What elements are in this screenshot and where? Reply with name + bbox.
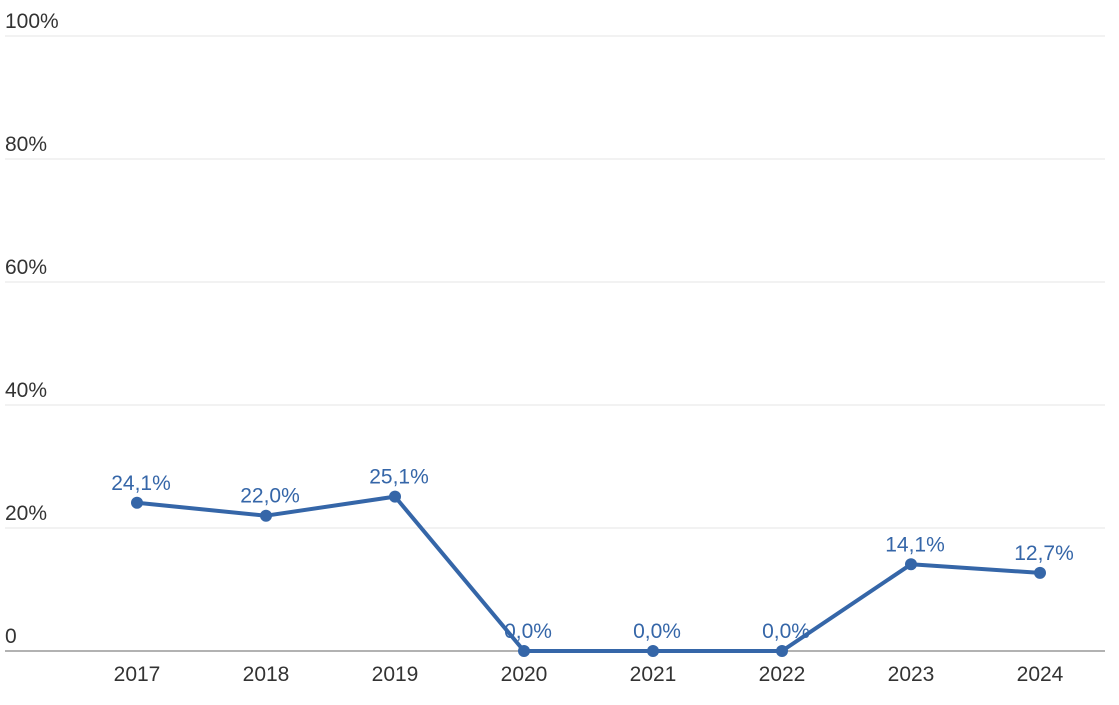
data-label: 24,1% bbox=[111, 472, 171, 495]
y-tick-label: 20% bbox=[5, 502, 47, 525]
data-label: 25,1% bbox=[369, 466, 429, 489]
x-axis-ticks: 2017 2018 2019 2020 2021 2022 2023 2024 bbox=[114, 663, 1064, 686]
x-tick-label: 2024 bbox=[1017, 663, 1064, 686]
data-label: 0,0% bbox=[762, 620, 810, 643]
y-tick-label: 40% bbox=[5, 379, 47, 402]
data-point bbox=[905, 558, 917, 571]
data-label: 0,0% bbox=[633, 620, 681, 643]
y-axis-ticks: 0 20% 40% 60% 80% 100% bbox=[5, 10, 59, 648]
data-label: 22,0% bbox=[240, 485, 300, 508]
x-tick-label: 2017 bbox=[114, 663, 161, 686]
data-point bbox=[131, 496, 143, 509]
data-label: 0,0% bbox=[504, 620, 552, 643]
x-tick-label: 2023 bbox=[888, 663, 935, 686]
data-points bbox=[131, 490, 1046, 657]
data-point bbox=[776, 645, 788, 657]
x-tick-label: 2018 bbox=[243, 663, 290, 686]
y-tick-label: 80% bbox=[5, 133, 47, 156]
y-tick-label: 60% bbox=[5, 256, 47, 279]
data-label: 12,7% bbox=[1014, 542, 1074, 565]
x-tick-label: 2022 bbox=[759, 663, 806, 686]
data-point bbox=[260, 509, 272, 522]
data-labels: 24,1% 22,0% 25,1% 0,0% 0,0% 0,0% 14,1% 12,7% bbox=[111, 466, 1074, 643]
y-tick-label: 0 bbox=[5, 625, 17, 648]
x-tick-label: 2019 bbox=[372, 663, 419, 686]
x-tick-label: 2020 bbox=[501, 663, 548, 686]
data-point bbox=[1034, 566, 1046, 579]
gridlines bbox=[5, 35, 1105, 529]
series-line bbox=[136, 494, 1041, 653]
data-label: 14,1% bbox=[885, 533, 945, 556]
y-tick-label: 100% bbox=[5, 10, 59, 33]
data-point bbox=[647, 645, 659, 657]
data-point bbox=[389, 490, 401, 503]
data-point bbox=[518, 645, 530, 657]
x-tick-label: 2021 bbox=[630, 663, 677, 686]
